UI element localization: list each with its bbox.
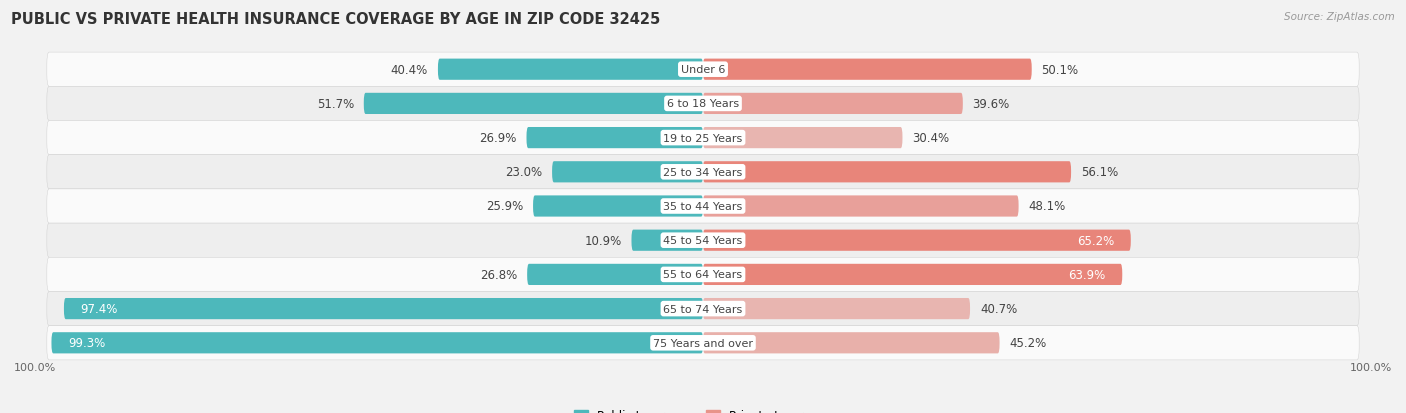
Text: 100.0%: 100.0% xyxy=(1350,363,1392,373)
FancyBboxPatch shape xyxy=(364,94,703,115)
FancyBboxPatch shape xyxy=(46,87,1360,121)
Text: 45 to 54 Years: 45 to 54 Years xyxy=(664,236,742,246)
Text: 23.0%: 23.0% xyxy=(505,166,543,179)
FancyBboxPatch shape xyxy=(703,162,1071,183)
Text: 99.3%: 99.3% xyxy=(67,337,105,349)
Text: Under 6: Under 6 xyxy=(681,65,725,75)
FancyBboxPatch shape xyxy=(703,196,1018,217)
Text: 45.2%: 45.2% xyxy=(1010,337,1046,349)
FancyBboxPatch shape xyxy=(46,258,1360,292)
FancyBboxPatch shape xyxy=(703,332,1000,354)
FancyBboxPatch shape xyxy=(46,121,1360,155)
Text: 51.7%: 51.7% xyxy=(316,97,354,111)
FancyBboxPatch shape xyxy=(703,59,1032,81)
FancyBboxPatch shape xyxy=(703,128,903,149)
FancyBboxPatch shape xyxy=(553,162,703,183)
Text: 25 to 34 Years: 25 to 34 Years xyxy=(664,167,742,177)
Text: 65 to 74 Years: 65 to 74 Years xyxy=(664,304,742,314)
FancyBboxPatch shape xyxy=(46,190,1360,223)
FancyBboxPatch shape xyxy=(46,326,1360,360)
FancyBboxPatch shape xyxy=(527,264,703,285)
Text: 30.4%: 30.4% xyxy=(912,132,949,145)
FancyBboxPatch shape xyxy=(437,59,703,81)
Text: 19 to 25 Years: 19 to 25 Years xyxy=(664,133,742,143)
Text: 50.1%: 50.1% xyxy=(1042,64,1078,76)
FancyBboxPatch shape xyxy=(46,223,1360,258)
FancyBboxPatch shape xyxy=(46,53,1360,87)
FancyBboxPatch shape xyxy=(526,128,703,149)
Text: 26.9%: 26.9% xyxy=(479,132,516,145)
Text: PUBLIC VS PRIVATE HEALTH INSURANCE COVERAGE BY AGE IN ZIP CODE 32425: PUBLIC VS PRIVATE HEALTH INSURANCE COVER… xyxy=(11,12,661,27)
Text: 55 to 64 Years: 55 to 64 Years xyxy=(664,270,742,280)
Text: 100.0%: 100.0% xyxy=(14,363,56,373)
Text: 40.7%: 40.7% xyxy=(980,302,1017,316)
FancyBboxPatch shape xyxy=(63,298,703,319)
Text: 48.1%: 48.1% xyxy=(1028,200,1066,213)
FancyBboxPatch shape xyxy=(703,94,963,115)
Text: 75 Years and over: 75 Years and over xyxy=(652,338,754,348)
Text: Source: ZipAtlas.com: Source: ZipAtlas.com xyxy=(1284,12,1395,22)
Text: 63.9%: 63.9% xyxy=(1069,268,1107,281)
Text: 25.9%: 25.9% xyxy=(486,200,523,213)
Text: 35 to 44 Years: 35 to 44 Years xyxy=(664,202,742,211)
Text: 97.4%: 97.4% xyxy=(80,302,118,316)
Text: 65.2%: 65.2% xyxy=(1077,234,1115,247)
Text: 10.9%: 10.9% xyxy=(585,234,621,247)
FancyBboxPatch shape xyxy=(46,292,1360,326)
FancyBboxPatch shape xyxy=(631,230,703,251)
FancyBboxPatch shape xyxy=(46,155,1360,190)
Text: 40.4%: 40.4% xyxy=(391,64,427,76)
FancyBboxPatch shape xyxy=(703,264,1122,285)
Text: 26.8%: 26.8% xyxy=(479,268,517,281)
Text: 56.1%: 56.1% xyxy=(1081,166,1118,179)
FancyBboxPatch shape xyxy=(703,230,1130,251)
FancyBboxPatch shape xyxy=(533,196,703,217)
Text: 6 to 18 Years: 6 to 18 Years xyxy=(666,99,740,109)
Text: 39.6%: 39.6% xyxy=(973,97,1010,111)
FancyBboxPatch shape xyxy=(703,298,970,319)
FancyBboxPatch shape xyxy=(52,332,703,354)
Legend: Public Insurance, Private Insurance: Public Insurance, Private Insurance xyxy=(569,404,837,413)
